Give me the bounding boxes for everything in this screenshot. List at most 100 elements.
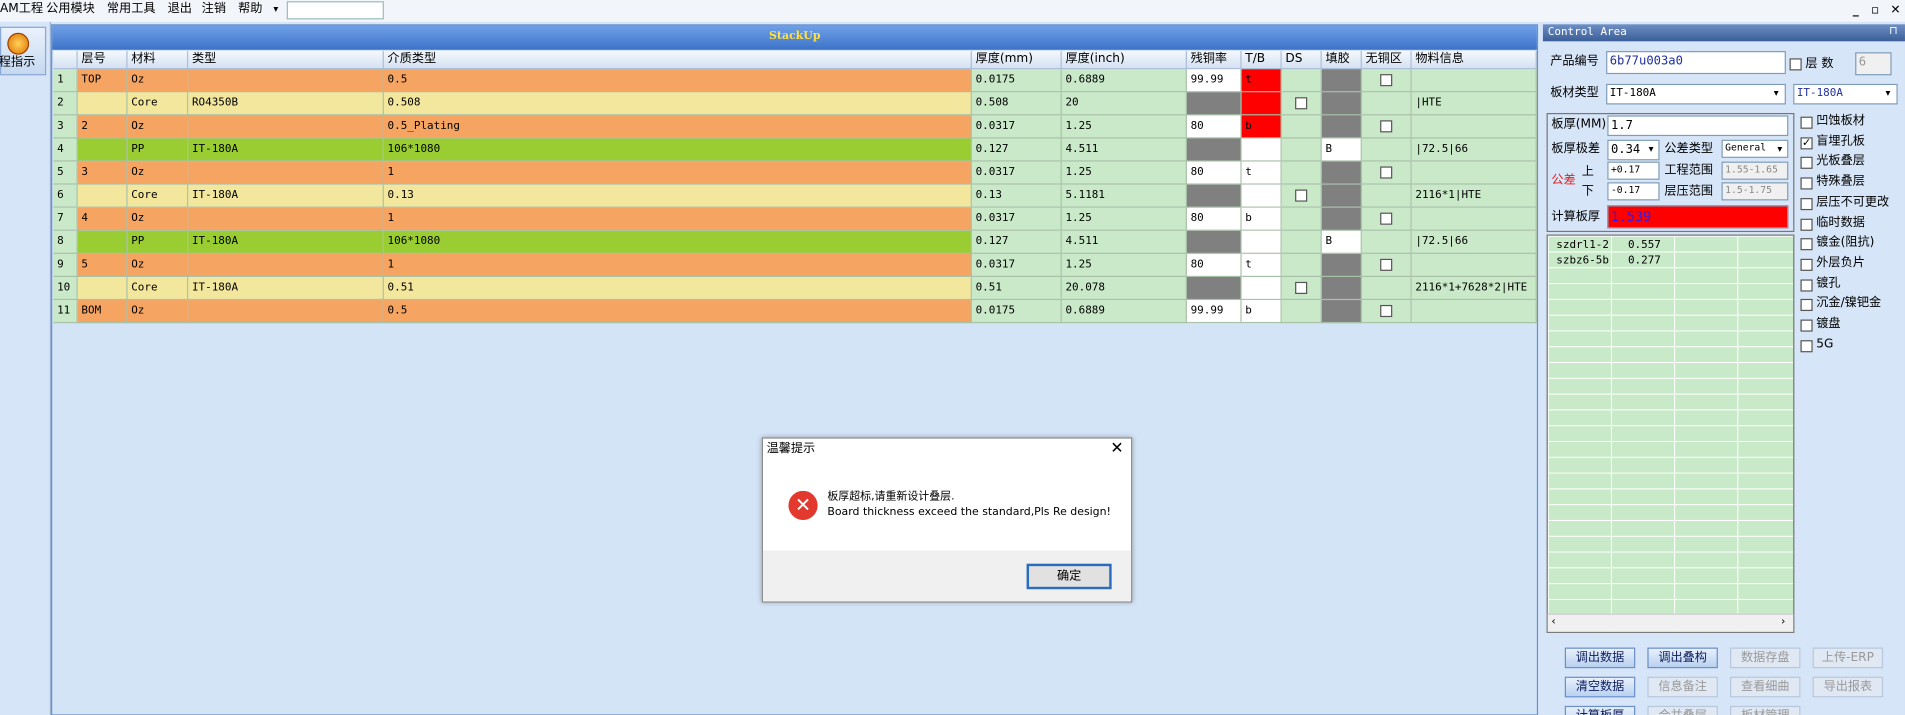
table-cell[interactable]: 0.0317 xyxy=(971,207,1062,231)
table-cell[interactable]: Core xyxy=(127,184,189,208)
table-cell[interactable] xyxy=(1321,115,1362,139)
table-cell[interactable]: b xyxy=(1241,207,1282,231)
table-cell[interactable] xyxy=(1321,276,1362,301)
table-cell[interactable] xyxy=(1411,207,1537,231)
table-cell[interactable]: 80 xyxy=(1186,115,1242,139)
table-cell[interactable] xyxy=(1241,230,1282,254)
column-header[interactable]: T/B xyxy=(1241,51,1282,70)
table-cell[interactable] xyxy=(1281,69,1322,93)
table-cell[interactable] xyxy=(1361,138,1412,162)
table-cell[interactable]: 0.0317 xyxy=(971,161,1062,185)
table-cell[interactable]: 4 xyxy=(77,207,128,231)
column-header[interactable]: 介质类型 xyxy=(383,51,972,70)
input-field[interactable]: 6 xyxy=(1855,52,1892,76)
table-cell[interactable]: 2 xyxy=(53,92,78,116)
checkbox[interactable] xyxy=(1800,299,1813,312)
table-cell[interactable] xyxy=(1411,69,1537,93)
menu-item[interactable]: AM工程 xyxy=(0,2,44,16)
checkbox[interactable] xyxy=(1380,258,1393,271)
table-cell[interactable]: 11 xyxy=(53,300,78,324)
table-cell[interactable]: 0.0317 xyxy=(971,115,1062,139)
table-cell[interactable]: Oz xyxy=(127,115,189,139)
table-cell[interactable]: 0.6889 xyxy=(1061,300,1187,324)
scrollbar[interactable] xyxy=(1547,613,1794,632)
table-cell[interactable] xyxy=(1241,184,1282,208)
table-cell[interactable]: 1.25 xyxy=(1061,115,1187,139)
checkbox[interactable] xyxy=(1800,278,1813,292)
column-header[interactable]: 无铜区 xyxy=(1361,51,1412,70)
column-header[interactable]: DS xyxy=(1281,51,1322,70)
table-cell[interactable]: Core xyxy=(127,276,189,301)
column-header[interactable]: 厚度(mm) xyxy=(971,51,1062,70)
table-cell[interactable] xyxy=(1321,300,1362,324)
table-cell[interactable]: 99.99 xyxy=(1186,69,1242,93)
input-field[interactable]: 1.55-1.65 xyxy=(1721,161,1789,180)
table-cell[interactable] xyxy=(1281,230,1322,254)
table-cell[interactable] xyxy=(1321,184,1362,208)
table-cell[interactable]: 1 xyxy=(53,69,78,93)
table-cell[interactable]: BOM xyxy=(77,300,128,324)
table-cell[interactable] xyxy=(1411,115,1537,139)
column-header[interactable]: 材料 xyxy=(127,51,189,70)
action-button[interactable]: 合并叠层 xyxy=(1647,705,1718,715)
table-cell[interactable] xyxy=(77,276,128,301)
table-cell[interactable]: 1 xyxy=(383,253,972,277)
table-cell[interactable]: 4.511 xyxy=(1061,138,1187,162)
table-cell[interactable] xyxy=(1186,92,1242,116)
table-cell[interactable]: 1.25 xyxy=(1061,207,1187,231)
checkbox[interactable] xyxy=(1380,304,1393,318)
table-cell[interactable]: 0.508 xyxy=(971,92,1062,116)
table-cell[interactable]: b xyxy=(1241,115,1282,139)
table-cell[interactable]: 80 xyxy=(1186,161,1242,185)
table-cell[interactable]: 106*1080 xyxy=(383,138,972,162)
checkbox[interactable] xyxy=(1800,339,1813,352)
table-cell[interactable]: 0.13 xyxy=(383,184,972,208)
table-cell[interactable] xyxy=(188,161,384,185)
input-field[interactable]: 1.5-1.75 xyxy=(1721,182,1789,201)
menu-item[interactable]: 常用工具 xyxy=(106,2,156,16)
table-cell[interactable]: 0.51 xyxy=(383,276,972,301)
dialog-close[interactable]: ✕ xyxy=(1110,439,1124,459)
table-cell[interactable] xyxy=(1281,161,1322,185)
table-cell[interactable] xyxy=(188,253,384,277)
column-header[interactable]: 物料信息 xyxy=(1411,51,1537,70)
input-field[interactable]: 1.7 xyxy=(1607,115,1789,137)
table-cell[interactable]: Oz xyxy=(127,300,189,324)
menu-combo[interactable] xyxy=(286,1,384,20)
input-field[interactable]: General xyxy=(1721,139,1789,158)
table-cell[interactable]: 8 xyxy=(53,230,78,254)
table-cell[interactable]: t xyxy=(1241,161,1282,185)
table-cell[interactable]: 5 xyxy=(77,253,128,277)
checkbox[interactable] xyxy=(1800,157,1813,170)
table-cell[interactable] xyxy=(1361,184,1412,208)
table-cell[interactable] xyxy=(1186,230,1242,254)
column-header[interactable]: 类型 xyxy=(188,51,384,70)
table-cell[interactable]: 80 xyxy=(1186,207,1242,231)
sidebar-button[interactable]: 程指示 xyxy=(0,26,47,76)
menu-item[interactable]: 注销 xyxy=(201,2,226,16)
table-cell[interactable]: 0.0175 xyxy=(971,69,1062,93)
menu-item[interactable]: 公用模块 xyxy=(46,2,95,16)
table-cell[interactable] xyxy=(1411,300,1537,324)
action-button[interactable]: 清空数据 xyxy=(1564,676,1636,698)
table-cell[interactable] xyxy=(1321,92,1362,116)
table-cell[interactable] xyxy=(1281,207,1322,231)
table-cell[interactable]: Oz xyxy=(127,253,189,277)
input-field[interactable]: 0.34 xyxy=(1607,139,1660,161)
table-cell[interactable]: Oz xyxy=(127,69,189,93)
checkbox[interactable] xyxy=(1295,189,1308,202)
table-cell[interactable]: 1 xyxy=(383,161,972,185)
table-cell[interactable] xyxy=(1186,138,1242,162)
column-header[interactable]: 残铜率 xyxy=(1186,51,1242,70)
input-field[interactable]: -0.17 xyxy=(1607,182,1660,201)
checkbox[interactable] xyxy=(1800,238,1813,251)
table-cell[interactable]: 1.25 xyxy=(1061,161,1187,185)
table-cell[interactable]: 0.0175 xyxy=(971,300,1062,324)
table-cell[interactable]: 0.6889 xyxy=(1061,69,1187,93)
table-cell[interactable] xyxy=(1186,276,1242,301)
table-cell[interactable] xyxy=(1186,184,1242,208)
table-cell[interactable]: IT-180A xyxy=(188,230,384,254)
table-cell[interactable] xyxy=(1281,115,1322,139)
table-cell[interactable]: 0.127 xyxy=(971,230,1062,254)
table-cell[interactable]: |72.5|66 xyxy=(1411,138,1537,162)
